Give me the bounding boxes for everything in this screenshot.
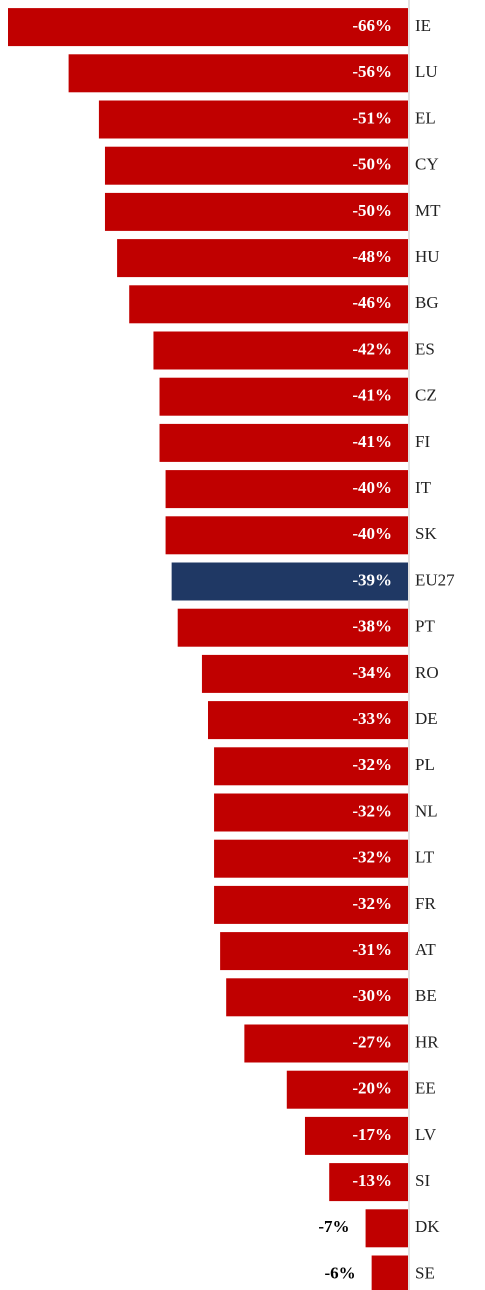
bar <box>208 701 408 740</box>
bar <box>304 1116 408 1155</box>
bar <box>153 331 408 370</box>
category-label: HU <box>415 247 440 266</box>
category-label: DK <box>415 1217 440 1236</box>
bar <box>98 100 408 139</box>
bar <box>159 377 408 416</box>
value-label: -17% <box>352 1125 392 1144</box>
value-label: -33% <box>352 709 392 728</box>
value-label: -7% <box>318 1217 349 1236</box>
category-label: EE <box>415 1079 436 1098</box>
category-label: FR <box>415 894 436 913</box>
value-label: -41% <box>352 432 392 451</box>
value-label: -38% <box>352 617 392 636</box>
category-label: HR <box>415 1032 439 1051</box>
value-label: -32% <box>352 755 392 774</box>
bar <box>226 978 408 1017</box>
bar <box>165 516 408 555</box>
bar <box>117 239 408 278</box>
bar <box>201 654 408 693</box>
bar <box>104 192 408 231</box>
value-label: -32% <box>352 848 392 867</box>
value-label: -41% <box>352 386 392 405</box>
category-label: SE <box>415 1263 435 1282</box>
value-label: -6% <box>324 1263 355 1282</box>
value-label: -20% <box>352 1079 392 1098</box>
value-label: -30% <box>352 986 392 1005</box>
value-label: -32% <box>352 894 392 913</box>
bar <box>214 885 408 924</box>
value-label: -50% <box>352 201 392 220</box>
category-label: BE <box>415 986 437 1005</box>
value-label: -34% <box>352 663 392 682</box>
category-label: PT <box>415 617 435 636</box>
value-label: -51% <box>352 108 392 127</box>
bar <box>165 470 408 509</box>
value-label: -31% <box>352 940 392 959</box>
bar <box>371 1255 408 1290</box>
value-label: -56% <box>352 62 392 81</box>
category-label: EU27 <box>415 570 455 589</box>
bar <box>68 54 408 93</box>
category-label: IE <box>415 16 431 35</box>
category-label: ES <box>415 339 435 358</box>
value-label: -32% <box>352 801 392 820</box>
bar <box>329 1163 408 1202</box>
category-label: AT <box>415 940 436 959</box>
bar <box>220 932 408 971</box>
bar <box>214 747 408 786</box>
bar <box>8 8 408 47</box>
category-label: IT <box>415 478 432 497</box>
category-label: FI <box>415 432 430 451</box>
value-label: -40% <box>352 478 392 497</box>
bar <box>286 1070 408 1109</box>
bar <box>177 608 408 647</box>
value-label: -42% <box>352 339 392 358</box>
bar <box>129 285 408 324</box>
category-label: PL <box>415 755 435 774</box>
category-label: MT <box>415 201 441 220</box>
value-label: -13% <box>352 1171 392 1190</box>
category-label: NL <box>415 801 438 820</box>
value-label: -46% <box>352 293 392 312</box>
bar <box>159 423 408 462</box>
category-label: SK <box>415 524 437 543</box>
value-label: -50% <box>352 155 392 174</box>
category-label: RO <box>415 663 439 682</box>
value-label: -39% <box>352 570 392 589</box>
category-label: EL <box>415 108 436 127</box>
category-label: LV <box>415 1125 437 1144</box>
category-label: CZ <box>415 386 437 405</box>
value-label: -66% <box>352 16 392 35</box>
bar <box>214 793 408 832</box>
category-label: LU <box>415 62 438 81</box>
bar <box>104 146 408 185</box>
bar <box>365 1209 408 1248</box>
bar <box>171 562 408 601</box>
category-label: LT <box>415 848 435 867</box>
category-label: BG <box>415 293 439 312</box>
value-label: -40% <box>352 524 392 543</box>
bar <box>214 839 408 878</box>
value-label: -27% <box>352 1032 392 1051</box>
bar <box>244 1024 408 1063</box>
category-label: CY <box>415 155 439 174</box>
category-label: DE <box>415 709 438 728</box>
value-label: -48% <box>352 247 392 266</box>
category-label: SI <box>415 1171 430 1190</box>
